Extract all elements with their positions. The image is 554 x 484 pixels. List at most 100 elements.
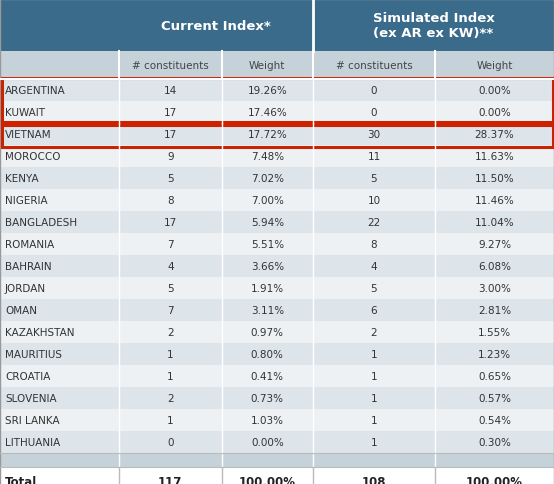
Bar bbox=[0, 52, 119, 80]
Bar bbox=[435, 467, 554, 484]
Text: 0.30%: 0.30% bbox=[478, 437, 511, 447]
Bar bbox=[313, 102, 435, 124]
Bar bbox=[119, 453, 222, 467]
Bar bbox=[222, 52, 313, 80]
Bar bbox=[0, 431, 119, 453]
Bar bbox=[435, 233, 554, 256]
Bar bbox=[0, 167, 119, 190]
Bar bbox=[313, 300, 435, 321]
Bar bbox=[222, 467, 313, 484]
Bar bbox=[119, 431, 222, 453]
Bar bbox=[0, 453, 119, 467]
Text: VIETNAM: VIETNAM bbox=[5, 130, 52, 140]
Bar bbox=[435, 146, 554, 167]
Bar bbox=[119, 212, 222, 233]
Text: 5: 5 bbox=[167, 284, 173, 293]
Text: 7: 7 bbox=[167, 305, 173, 316]
Text: Weight: Weight bbox=[249, 61, 285, 71]
Bar bbox=[0, 0, 119, 52]
Bar bbox=[313, 233, 435, 256]
Text: 1: 1 bbox=[371, 437, 377, 447]
Text: 0.65%: 0.65% bbox=[478, 371, 511, 381]
Text: 7: 7 bbox=[167, 240, 173, 249]
Bar bbox=[119, 80, 222, 102]
Text: 0.57%: 0.57% bbox=[478, 393, 511, 403]
Bar bbox=[222, 80, 313, 102]
Text: 5: 5 bbox=[371, 174, 377, 183]
Bar bbox=[222, 124, 313, 146]
Text: 2: 2 bbox=[167, 327, 173, 337]
Bar bbox=[313, 431, 435, 453]
Text: SLOVENIA: SLOVENIA bbox=[5, 393, 57, 403]
Text: 11: 11 bbox=[367, 151, 381, 162]
Text: MOROCCO: MOROCCO bbox=[5, 151, 60, 162]
Bar bbox=[0, 146, 119, 167]
Text: ARGENTINA: ARGENTINA bbox=[5, 86, 66, 96]
Bar bbox=[313, 277, 435, 300]
Bar bbox=[313, 124, 435, 146]
Bar bbox=[313, 365, 435, 387]
Bar bbox=[222, 102, 313, 124]
Text: 1: 1 bbox=[167, 371, 173, 381]
Text: 0.00%: 0.00% bbox=[478, 86, 511, 96]
Text: 7.00%: 7.00% bbox=[251, 196, 284, 206]
Text: 5.94%: 5.94% bbox=[251, 217, 284, 227]
Bar bbox=[0, 343, 119, 365]
Bar bbox=[119, 321, 222, 343]
Bar bbox=[313, 80, 435, 102]
Bar bbox=[119, 167, 222, 190]
Bar bbox=[0, 409, 119, 431]
Text: 4: 4 bbox=[371, 261, 377, 272]
Text: 17: 17 bbox=[164, 130, 177, 140]
Text: MAURITIUS: MAURITIUS bbox=[5, 349, 62, 359]
Text: OMAN: OMAN bbox=[5, 305, 37, 316]
Bar bbox=[222, 365, 313, 387]
Bar bbox=[313, 146, 435, 167]
Bar bbox=[0, 124, 119, 146]
Text: 1.03%: 1.03% bbox=[251, 415, 284, 425]
Bar bbox=[435, 212, 554, 233]
Text: 11.63%: 11.63% bbox=[475, 151, 514, 162]
Text: 1.55%: 1.55% bbox=[478, 327, 511, 337]
Text: 117: 117 bbox=[158, 475, 182, 484]
Text: 0: 0 bbox=[167, 437, 173, 447]
Text: 1: 1 bbox=[371, 393, 377, 403]
Bar bbox=[222, 300, 313, 321]
Bar bbox=[313, 52, 435, 80]
Text: 7.48%: 7.48% bbox=[251, 151, 284, 162]
Text: 0: 0 bbox=[371, 86, 377, 96]
Bar bbox=[119, 467, 222, 484]
Text: 0.97%: 0.97% bbox=[251, 327, 284, 337]
Bar bbox=[222, 190, 313, 212]
Text: 3.11%: 3.11% bbox=[251, 305, 284, 316]
Bar bbox=[313, 0, 554, 52]
Text: 9: 9 bbox=[167, 151, 173, 162]
Text: 0.73%: 0.73% bbox=[251, 393, 284, 403]
Text: JORDAN: JORDAN bbox=[5, 284, 46, 293]
Text: 28.37%: 28.37% bbox=[475, 130, 514, 140]
Bar bbox=[119, 409, 222, 431]
Text: 2: 2 bbox=[167, 393, 173, 403]
Text: CROATIA: CROATIA bbox=[5, 371, 50, 381]
Bar bbox=[222, 277, 313, 300]
Text: 1: 1 bbox=[167, 349, 173, 359]
Text: 5.51%: 5.51% bbox=[251, 240, 284, 249]
Text: 6.08%: 6.08% bbox=[478, 261, 511, 272]
Text: 8: 8 bbox=[371, 240, 377, 249]
Bar bbox=[0, 365, 119, 387]
Bar bbox=[222, 431, 313, 453]
Text: 1: 1 bbox=[371, 349, 377, 359]
Text: Simulated Index
(ex AR ex KW)**: Simulated Index (ex AR ex KW)** bbox=[373, 12, 494, 40]
Bar bbox=[313, 167, 435, 190]
Bar bbox=[435, 256, 554, 277]
Text: 30: 30 bbox=[367, 130, 381, 140]
Text: 9.27%: 9.27% bbox=[478, 240, 511, 249]
Bar bbox=[119, 343, 222, 365]
Text: NIGERIA: NIGERIA bbox=[5, 196, 48, 206]
Bar bbox=[435, 321, 554, 343]
Text: 17: 17 bbox=[164, 108, 177, 118]
Text: 0.41%: 0.41% bbox=[251, 371, 284, 381]
Text: 0.00%: 0.00% bbox=[478, 108, 511, 118]
Bar bbox=[119, 52, 222, 80]
Text: 0.80%: 0.80% bbox=[251, 349, 284, 359]
